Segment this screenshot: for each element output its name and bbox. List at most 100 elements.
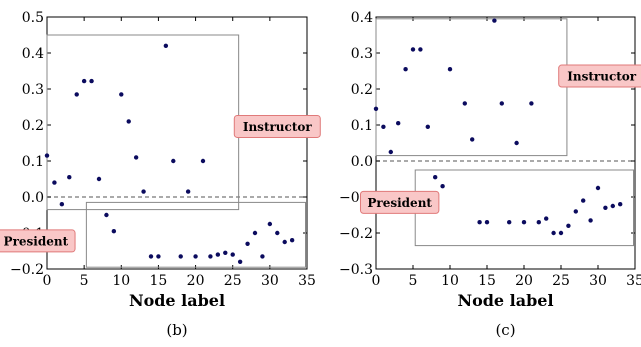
x-tick-label: 15 [478, 273, 496, 289]
data-point [119, 92, 124, 97]
chart-panel-c: 0 5 10 15 20 25 30 35−0.3−0.2−0.10.00.10.20.30.… [339, 10, 641, 339]
data-point [185, 189, 191, 194]
data-point [447, 67, 453, 72]
data-point [133, 155, 139, 160]
y-tick-label: 0.4 [22, 46, 44, 62]
annotation-label: President [367, 196, 432, 210]
data-point [141, 189, 146, 194]
data-point [52, 180, 57, 185]
x-tick-label: 5 [80, 273, 89, 289]
data-point [610, 203, 615, 209]
cluster-region-box [46, 34, 240, 211]
x-tick-label: 35 [298, 273, 316, 289]
data-point [499, 101, 504, 106]
y-tick-label: 0.1 [351, 118, 373, 134]
y-tick-label: −0.2 [339, 226, 373, 242]
annotation-label: President [4, 234, 69, 248]
data-point [171, 158, 176, 164]
y-tick-label: −0.3 [339, 262, 373, 278]
data-point [282, 239, 287, 245]
annotation-box [558, 64, 641, 88]
annotation-box [233, 114, 321, 138]
data-point [289, 238, 295, 243]
x-tick-label: 30 [261, 273, 279, 289]
data-point [558, 230, 564, 236]
data-point [529, 101, 534, 106]
data-point [403, 67, 408, 72]
x-tick-label: 35 [626, 273, 641, 289]
data-point [425, 124, 430, 129]
panel-caption: (c) [495, 321, 515, 339]
x-axis-label: Node label [457, 291, 553, 310]
x-tick-label: 30 [589, 273, 607, 289]
data-point [551, 230, 556, 236]
chart-panel-b: 05101520253035−0.2−0.10.00.10.20.30.40.5… [0, 10, 321, 339]
data-point [410, 47, 416, 52]
data-point [67, 175, 72, 180]
x-tick-label: 10 [112, 273, 130, 289]
data-point [96, 176, 102, 182]
annotation-president: President [0, 229, 76, 253]
data-point [581, 198, 586, 203]
data-point [111, 229, 117, 234]
data-point [618, 202, 623, 207]
data-point [237, 259, 243, 264]
data-point [104, 212, 109, 218]
data-point [544, 216, 549, 221]
cluster-region-box [85, 201, 307, 268]
data-point [603, 205, 608, 210]
data-point [396, 121, 401, 126]
data-point [89, 78, 94, 84]
data-point [536, 220, 541, 225]
x-tick-label: 10 [441, 273, 459, 289]
annotation-label: Instructor [567, 70, 637, 84]
data-point [275, 230, 280, 236]
data-point [418, 47, 423, 52]
data-point [148, 254, 154, 259]
x-tick-label: 20 [187, 273, 205, 289]
data-point [492, 18, 497, 23]
x-tick-label: 25 [552, 273, 570, 289]
cluster-region-box [414, 169, 635, 247]
x-tick-label: 0 [372, 273, 381, 289]
y-tick-label: 0.4 [351, 10, 373, 26]
annotation-instructor: Instructor [233, 114, 321, 138]
data-point [208, 254, 213, 259]
data-point [462, 101, 467, 106]
data-point [260, 254, 265, 259]
data-point [74, 92, 79, 97]
data-point [566, 223, 571, 228]
data-point [477, 220, 482, 225]
data-point [200, 158, 206, 164]
data-point [215, 252, 221, 257]
x-axis-label: Node label [129, 291, 225, 310]
x-tick-label: 5 [409, 273, 418, 289]
data-point [193, 254, 198, 259]
annotation-president: President [359, 190, 440, 214]
y-tick-label: 0.0 [22, 190, 44, 206]
y-tick-label: 0.5 [22, 10, 44, 26]
annotation-box [359, 190, 440, 214]
data-point [230, 252, 235, 257]
data-point [373, 106, 379, 112]
cluster-region-box [375, 18, 568, 157]
y-tick-label: 0.3 [351, 46, 373, 62]
data-point [252, 230, 258, 236]
data-point [388, 149, 393, 155]
y-tick-label: 0.2 [22, 118, 44, 134]
x-tick-label: 20 [515, 273, 533, 289]
data-point [223, 250, 228, 255]
panel-caption: (b) [166, 321, 187, 339]
data-point [156, 254, 161, 259]
data-point [126, 119, 131, 124]
data-point [163, 43, 169, 48]
data-point [433, 175, 438, 180]
data-point [514, 140, 519, 146]
annotation-instructor: Instructor [558, 64, 641, 88]
data-point [178, 254, 183, 259]
data-point [59, 202, 65, 207]
data-point [521, 220, 527, 225]
data-point [440, 184, 445, 189]
data-point [245, 241, 250, 246]
